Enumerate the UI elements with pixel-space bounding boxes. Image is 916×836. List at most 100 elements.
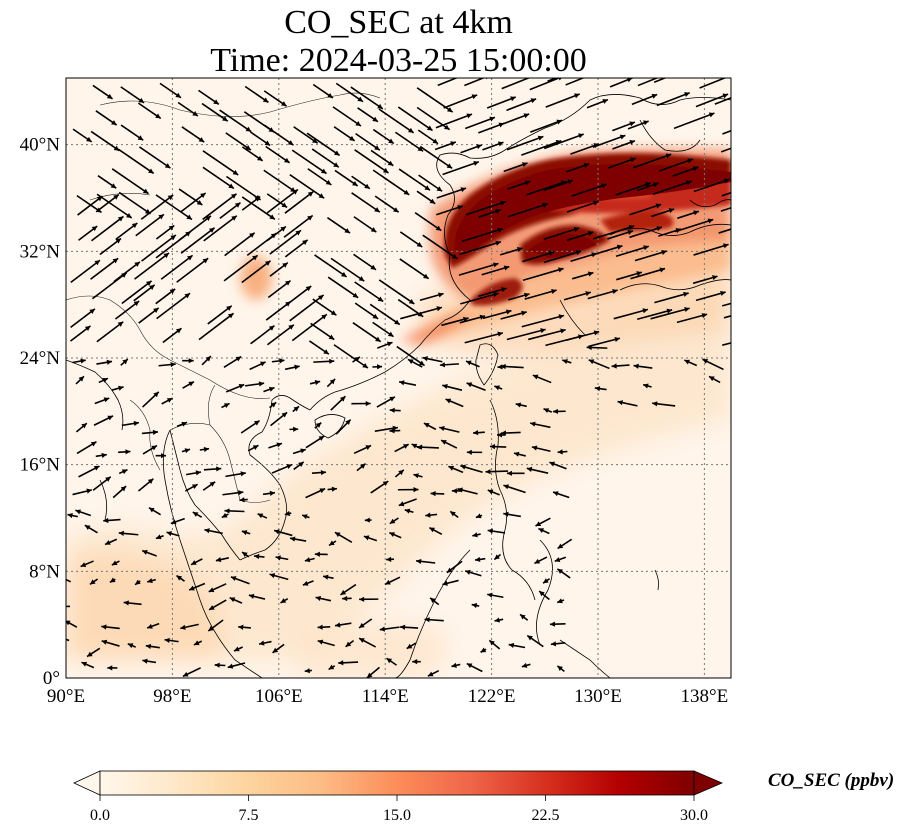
wind-arrow [442, 579, 459, 586]
wind-arrow [720, 147, 731, 153]
wind-arrow [120, 124, 144, 141]
wind-arrow [91, 215, 124, 242]
wind-arrow [521, 314, 565, 328]
wind-arrow [457, 487, 478, 495]
wind-arrow [720, 206, 731, 212]
wind-arrow [103, 517, 121, 524]
wind-arrow [176, 257, 209, 283]
wind-arrow [417, 129, 439, 145]
wind-arrow [708, 375, 721, 384]
wind-arrow [487, 592, 504, 599]
wind-arrow [224, 508, 245, 514]
wind-arrow [182, 358, 194, 364]
y-tick-label: 40°N [20, 135, 61, 156]
wind-arrow [397, 487, 419, 493]
wind-arrow [254, 553, 265, 560]
wind-arrow [571, 271, 594, 280]
wind-arrow [267, 279, 292, 299]
wind-arrow [464, 116, 496, 130]
wind-arrow [199, 446, 210, 452]
wind-arrow [653, 78, 667, 83]
wind-arrow [374, 195, 400, 213]
wind-arrow [474, 556, 486, 562]
wind-arrow [482, 309, 512, 320]
wind-arrow [334, 169, 359, 187]
wind-arrow [264, 124, 294, 146]
wind-arrow [629, 203, 662, 216]
wind-arrow [142, 444, 158, 455]
wind-arrow [535, 517, 551, 527]
wind-arrow [327, 217, 351, 234]
wind-arrow [519, 613, 529, 621]
wind-arrow [291, 313, 328, 342]
wind-arrow [554, 556, 567, 562]
wind-arrow [543, 179, 574, 192]
wind-arrow [588, 359, 610, 370]
wind-arrow [250, 131, 271, 147]
wind-arrow [522, 267, 564, 282]
wind-arrow [332, 106, 362, 127]
wind-arrow [115, 222, 138, 241]
wind-arrow [594, 386, 607, 392]
wind-arrow [439, 425, 460, 433]
wind-arrow [699, 78, 727, 89]
wind-arrow [354, 302, 379, 320]
wind-arrow [658, 158, 694, 172]
wind-arrow [230, 576, 250, 585]
wind-arrow [503, 484, 526, 494]
wind-arrow [557, 538, 573, 550]
wind-arrow [292, 448, 307, 455]
country-borders [66, 92, 381, 503]
wind-arrow [676, 313, 708, 324]
wind-arrow [522, 250, 555, 263]
y-tick-label: 0° [43, 668, 60, 689]
wind-arrow [427, 669, 440, 677]
concentration-field [66, 92, 731, 678]
wind-arrow [327, 276, 359, 299]
wind-arrow [84, 524, 98, 534]
wind-arrow [394, 469, 405, 478]
wind-arrow [379, 626, 400, 632]
colorbar: 0.0 7.5 15.0 22.5 30.0 [73, 770, 724, 824]
wind-arrow [399, 624, 419, 630]
wind-arrow [334, 622, 352, 628]
wind-arrow [117, 148, 155, 175]
colorbar-tick-label: 7.5 [239, 807, 259, 824]
wind-arrow [353, 253, 377, 271]
wind-arrow [305, 487, 326, 499]
wind-arrow [305, 435, 325, 449]
wind-arrow [378, 108, 415, 134]
wind-arrow [364, 517, 372, 523]
wind-arrow [472, 532, 481, 538]
wind-arrow [471, 602, 480, 609]
wind-arrow [531, 445, 551, 453]
wind-arrow [446, 560, 463, 574]
wind-arrow [557, 449, 568, 455]
wind-arrow [506, 135, 544, 151]
wind-arrow [460, 144, 483, 154]
wind-arrow [208, 583, 227, 593]
wind-arrow [266, 324, 295, 346]
wind-arrow [315, 595, 332, 602]
wind-arrow [78, 225, 98, 241]
wind-arrow [72, 128, 93, 143]
wind-arrow [203, 466, 222, 472]
wind-arrow [497, 432, 506, 438]
wind-arrow [351, 175, 371, 190]
colorbar-high-extension [693, 770, 724, 796]
wind-arrow [293, 126, 319, 144]
wind-arrow [312, 83, 334, 99]
wind-arrow [69, 325, 91, 342]
wind-arrow [475, 513, 483, 519]
wind-arrow [202, 150, 239, 176]
wind-arrow [155, 230, 192, 259]
wind-arrow [642, 383, 652, 389]
wind-arrow [95, 110, 118, 126]
wind-arrow [340, 583, 357, 596]
colorbar-ticks: 0.0 7.5 15.0 22.5 30.0 [90, 795, 708, 824]
wind-arrow [268, 442, 283, 449]
wind-arrow [507, 202, 549, 218]
wind-arrow [612, 139, 636, 150]
wind-arrow [591, 244, 623, 256]
wind-arrow [266, 188, 299, 214]
